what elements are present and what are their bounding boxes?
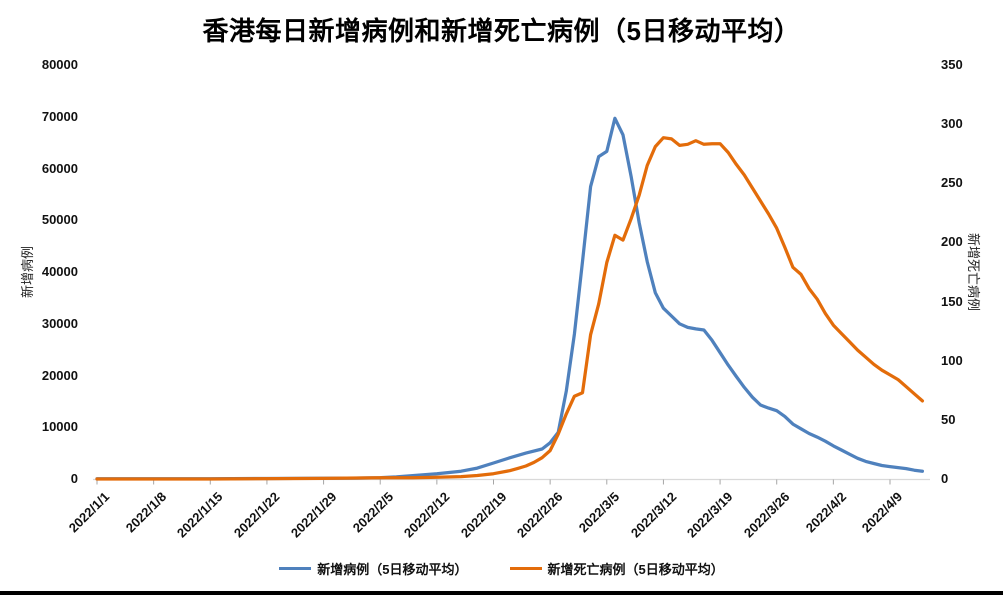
legend-line-swatch (279, 566, 312, 570)
y-right-tick-label: 250 (941, 175, 963, 191)
y-right-tick-label: 350 (941, 57, 963, 72)
y-right-tick-label: 200 (941, 234, 963, 250)
bottom-border (0, 591, 1003, 595)
series-line-new-deaths (95, 136, 925, 481)
legend-line-swatch (509, 566, 542, 570)
y-left-tick-label: 80000 (41, 57, 78, 72)
legend-item-new-cases: 新增病例（5日移动平均） (279, 559, 468, 578)
y-right-tick-label: 0 (941, 471, 949, 486)
y-axis-right-title: 新增死亡病例 (966, 232, 981, 311)
y-right-tick-label: 300 (941, 116, 963, 132)
legend-label: 新增死亡病例（5日移动平均） (547, 561, 724, 577)
legend-label: 新增病例（5日移动平均） (317, 561, 468, 577)
y-right-tick-label: 50 (941, 411, 956, 427)
chart-title: 香港每日新增病例和新增死亡病例（5日移动平均） (202, 16, 801, 46)
y-axis-left-title: 新增病例 (20, 246, 35, 299)
y-right-tick-label: 100 (941, 352, 963, 368)
y-left-tick-label: 30000 (41, 315, 78, 331)
y-left-tick-label: 10000 (41, 419, 78, 435)
y-left-tick-label: 70000 (41, 108, 78, 124)
y-left-tick-label: 60000 (41, 160, 78, 176)
y-left-tick-label: 0 (70, 471, 78, 486)
legend: 新增病例（5日移动平均） 新增死亡病例（5日移动平均） (0, 556, 1003, 580)
y-right-tick-label: 150 (941, 293, 963, 309)
y-left-tick-label: 50000 (41, 212, 78, 228)
y-left-tick-label: 20000 (41, 367, 78, 383)
legend-item-new-deaths: 新增死亡病例（5日移动平均） (509, 559, 724, 578)
series-line-new-cases (95, 116, 925, 481)
y-left-tick-label: 40000 (41, 264, 78, 279)
